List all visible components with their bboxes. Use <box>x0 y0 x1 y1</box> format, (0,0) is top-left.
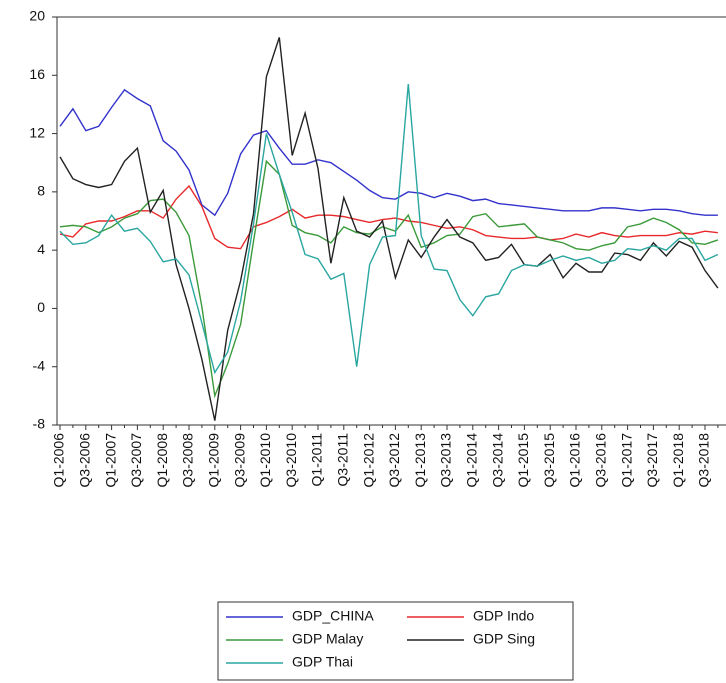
x-tick-label: Q3-2007 <box>128 433 144 488</box>
x-tick-label: Q1-2013 <box>412 433 428 488</box>
x-tick-label: Q1-2017 <box>618 433 634 488</box>
x-tick-label: Q3-2006 <box>77 433 93 488</box>
legend-box <box>217 601 574 681</box>
x-tick-label: Q3-2016 <box>593 433 609 488</box>
series-line <box>59 184 718 250</box>
x-tick-label: Q1-2006 <box>51 433 67 488</box>
x-tick-label: Q3-2015 <box>541 433 557 488</box>
series-line <box>59 88 718 217</box>
x-tick-label: Q1-2015 <box>515 433 531 488</box>
y-tick-label: -8 <box>33 416 46 432</box>
x-tick-label: Q3-2008 <box>180 433 196 488</box>
y-tick-label: 20 <box>29 8 45 24</box>
x-tick-label: Q1-2012 <box>360 433 376 488</box>
x-tick-label: Q3-2009 <box>231 433 247 488</box>
x-tick-label: Q1-2018 <box>670 433 686 488</box>
x-tick-label: Q3-2011 <box>335 433 351 487</box>
legend-label: GDP Thai <box>292 654 353 670</box>
x-tick-label: Q1-2008 <box>154 433 170 488</box>
y-tick-label: 0 <box>37 299 45 315</box>
y-tick-label: -4 <box>33 357 46 373</box>
x-tick-label: Q1-2009 <box>206 433 222 488</box>
legend-label: GDP_CHINA <box>292 608 374 624</box>
legend-label: GDP Malay <box>292 631 363 647</box>
x-tick-label: Q3-2018 <box>696 433 712 488</box>
legend-label: GDP Sing <box>473 631 535 647</box>
x-tick-label: Q1-2007 <box>102 433 118 488</box>
y-tick-label: 4 <box>37 241 45 257</box>
x-tick-label: Q3-2014 <box>489 433 505 488</box>
x-tick-label: Q3-2010 <box>283 433 299 488</box>
x-tick-label: Q1-2011 <box>309 433 325 487</box>
x-tick-label: Q1-2014 <box>464 433 480 488</box>
y-tick-label: 8 <box>37 183 45 199</box>
legend-label: GDP Indo <box>473 608 534 624</box>
y-tick-label: 12 <box>29 124 45 140</box>
x-tick-label: Q3-2012 <box>386 433 402 488</box>
series-line <box>59 83 719 375</box>
x-tick-label: Q3-2013 <box>438 433 454 488</box>
x-tick-label: Q3-2017 <box>644 433 660 488</box>
x-tick-label: Q1-2016 <box>567 433 583 488</box>
x-tick-label: Q1-2010 <box>257 433 273 488</box>
y-tick-label: 16 <box>29 66 45 82</box>
series-line <box>59 159 719 399</box>
series-line <box>59 37 719 421</box>
